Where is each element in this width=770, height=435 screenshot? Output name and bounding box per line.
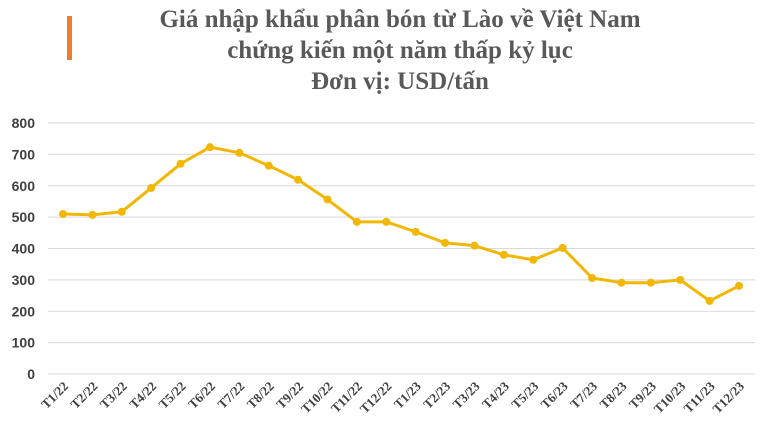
data-point [558, 243, 567, 252]
x-axis: T1/22T2/22T3/22T4/22T5/22T6/22T7/22T8/22… [38, 378, 747, 416]
data-point [411, 227, 420, 236]
x-tick-label: T1/22 [38, 379, 71, 412]
y-tick-label: 100 [12, 335, 36, 351]
data-point [470, 241, 479, 250]
chart-title-line-3: Đơn vị: USD/tấn [311, 68, 489, 95]
x-tick-label: T3/23 [450, 378, 483, 411]
x-tick-label: T8/22 [244, 379, 277, 412]
x-tick-label: T4/23 [479, 378, 512, 411]
data-point [441, 238, 450, 247]
data-point [264, 161, 273, 170]
data-point [588, 273, 597, 282]
gridlines [48, 122, 755, 375]
x-tick-label: T5/23 [508, 378, 541, 411]
y-tick-label: 800 [12, 115, 36, 131]
y-tick-label: 600 [12, 178, 36, 194]
x-tick-label: T2/22 [67, 379, 100, 412]
data-point [646, 278, 655, 287]
x-tick-label: T7/23 [567, 378, 600, 411]
x-tick-label: T7/22 [214, 379, 247, 412]
series [59, 143, 743, 305]
data-point [176, 159, 185, 168]
data-point [88, 210, 97, 219]
y-tick-label: 200 [12, 303, 36, 319]
x-tick-label: T10/22 [298, 379, 336, 417]
x-tick-label: T2/23 [420, 378, 453, 411]
data-point [352, 217, 361, 226]
x-tick-label: T3/22 [97, 379, 130, 412]
data-point [235, 148, 244, 157]
y-tick-label: 700 [12, 146, 36, 162]
series-line [61, 145, 741, 303]
data-point [617, 278, 626, 287]
data-point [735, 281, 743, 290]
data-point [205, 143, 214, 152]
data-point [529, 255, 538, 264]
x-tick-label: T10/23 [651, 378, 689, 416]
chart-title-line-2: chứng kiến một năm thấp kỷ lục [227, 37, 573, 64]
y-axis: 0 100 200 300 400 500 600 700 800 [12, 115, 36, 382]
x-tick-label: T11/22 [328, 379, 365, 416]
x-tick-label: T11/23 [681, 378, 719, 416]
x-tick-label: T6/23 [538, 378, 571, 411]
y-tick-label: 0 [27, 366, 35, 382]
data-point [117, 207, 126, 216]
y-tick-label: 400 [12, 241, 36, 257]
x-tick-label: T12/22 [357, 379, 395, 417]
x-tick-label: T4/22 [126, 379, 159, 412]
y-tick-label: 300 [12, 272, 36, 288]
x-tick-label: T5/22 [156, 379, 189, 412]
data-point [59, 209, 67, 218]
chart-title-line-1: Giá nhập khẩu phân bón từ Lào về Việt Na… [159, 6, 641, 33]
data-point [705, 296, 714, 305]
x-tick-label: T1/23 [391, 378, 424, 411]
x-tick-label: T8/23 [596, 378, 629, 411]
x-tick-label: T6/22 [185, 379, 218, 412]
data-point [294, 175, 303, 184]
x-tick-label: T12/23 [709, 378, 747, 416]
data-point [147, 183, 156, 192]
data-point [382, 217, 391, 226]
title-accent-bar [67, 16, 72, 60]
chart-title: Giá nhập khẩu phân bón từ Lào về Việt Na… [80, 4, 720, 97]
y-tick-label: 500 [12, 209, 36, 225]
data-point [676, 275, 685, 284]
data-point [499, 250, 508, 259]
data-point [323, 195, 332, 204]
